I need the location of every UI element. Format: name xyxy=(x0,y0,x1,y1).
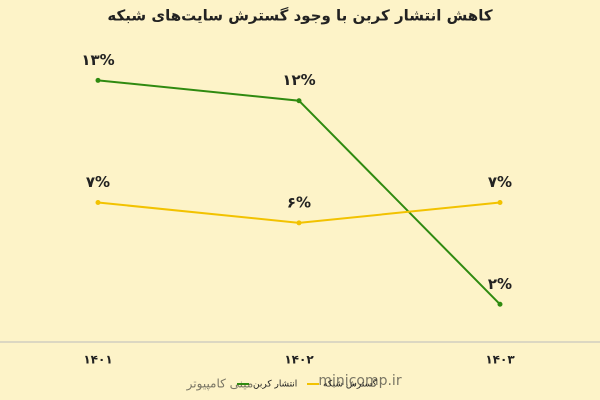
point xyxy=(296,220,302,226)
point xyxy=(497,200,503,205)
data-label: ۱۲% xyxy=(282,71,315,89)
data-label: ۶% xyxy=(287,193,311,211)
legend-label: گسترش شبکه xyxy=(323,378,378,390)
point xyxy=(296,98,302,104)
data-label: ۱۳% xyxy=(81,51,114,69)
point xyxy=(95,200,101,205)
watermark: minicomp.ir xyxy=(318,373,401,389)
data-label: ۷% xyxy=(86,173,110,191)
x-tick-label: ۱۴۰۱ xyxy=(83,353,112,367)
data-label: ۲% xyxy=(488,275,512,293)
point xyxy=(497,301,503,307)
chart-title: کاهش انتشار کربن با وجود گسترش سایت‌های … xyxy=(107,7,492,25)
x-tick-label: ۱۴۰۳ xyxy=(485,353,515,367)
x-tick-label: ۱۴۰۲ xyxy=(284,353,314,367)
data-label: ۷% xyxy=(488,173,512,191)
watermark: مینی کامپیوتر xyxy=(186,377,254,392)
legend-label: انتشار کربن xyxy=(253,380,297,390)
point xyxy=(95,77,101,83)
